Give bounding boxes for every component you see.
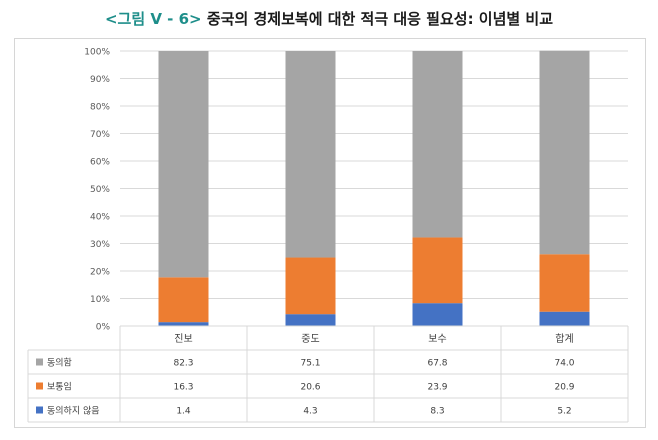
y-tick-label: 20% bbox=[90, 268, 110, 278]
legend-key bbox=[36, 358, 43, 366]
data-label: 67.8 bbox=[427, 359, 447, 369]
y-tick-label: 40% bbox=[90, 213, 110, 223]
data-label: 74.0 bbox=[554, 359, 574, 369]
bar-segment bbox=[285, 51, 336, 258]
y-tick-label: 50% bbox=[90, 185, 110, 195]
data-label: 16.3 bbox=[173, 383, 193, 393]
bar-segment bbox=[539, 254, 590, 312]
data-label: 5.2 bbox=[557, 407, 571, 417]
chart-title-text: 중국의 경제보복에 대한 적극 대응 필요성: 이념별 비교 bbox=[206, 10, 554, 28]
x-category-label: 진보 bbox=[174, 333, 192, 345]
data-label: 20.9 bbox=[554, 383, 574, 393]
bar-segment bbox=[285, 257, 336, 315]
bar-segment bbox=[412, 303, 463, 326]
bar-segment bbox=[412, 237, 463, 304]
y-tick-label: 30% bbox=[90, 240, 110, 250]
y-tick-label: 100% bbox=[84, 48, 110, 58]
y-tick-label: 0% bbox=[96, 323, 111, 333]
y-tick-label: 80% bbox=[90, 103, 110, 113]
y-tick-label: 10% bbox=[90, 295, 110, 305]
legend-key bbox=[36, 406, 43, 414]
y-tick-label: 90% bbox=[90, 75, 110, 85]
bar-segment bbox=[158, 51, 209, 278]
legend-key bbox=[36, 382, 43, 390]
data-label: 75.1 bbox=[300, 359, 320, 369]
data-label: 1.4 bbox=[176, 407, 191, 417]
figure-number: <그림 V - 6> bbox=[104, 10, 202, 28]
chart-frame bbox=[14, 38, 646, 428]
bar-segment bbox=[539, 50, 590, 255]
data-label: 20.6 bbox=[300, 383, 320, 393]
bar-segment bbox=[158, 322, 209, 326]
data-label: 82.3 bbox=[173, 359, 193, 369]
data-label: 4.3 bbox=[303, 407, 317, 417]
legend-label: 동의하지 않음 bbox=[47, 406, 100, 417]
bar-segment bbox=[285, 314, 336, 326]
y-tick-label: 70% bbox=[90, 130, 110, 140]
legend-label: 보통임 bbox=[47, 381, 72, 393]
x-category-label: 합계 bbox=[555, 333, 573, 345]
x-category-label: 보수 bbox=[428, 333, 446, 345]
data-label: 8.3 bbox=[430, 407, 444, 417]
data-label: 23.9 bbox=[427, 383, 447, 393]
bar-segment bbox=[412, 51, 463, 238]
legend-label: 동의함 bbox=[47, 358, 72, 369]
chart-title: <그림 V - 6> 중국의 경제보복에 대한 적극 대응 필요성: 이념별 비… bbox=[0, 8, 658, 29]
bar-segment bbox=[539, 311, 590, 326]
bar-segment bbox=[158, 277, 209, 323]
x-category-label: 중도 bbox=[301, 333, 319, 345]
y-tick-label: 60% bbox=[90, 158, 110, 168]
